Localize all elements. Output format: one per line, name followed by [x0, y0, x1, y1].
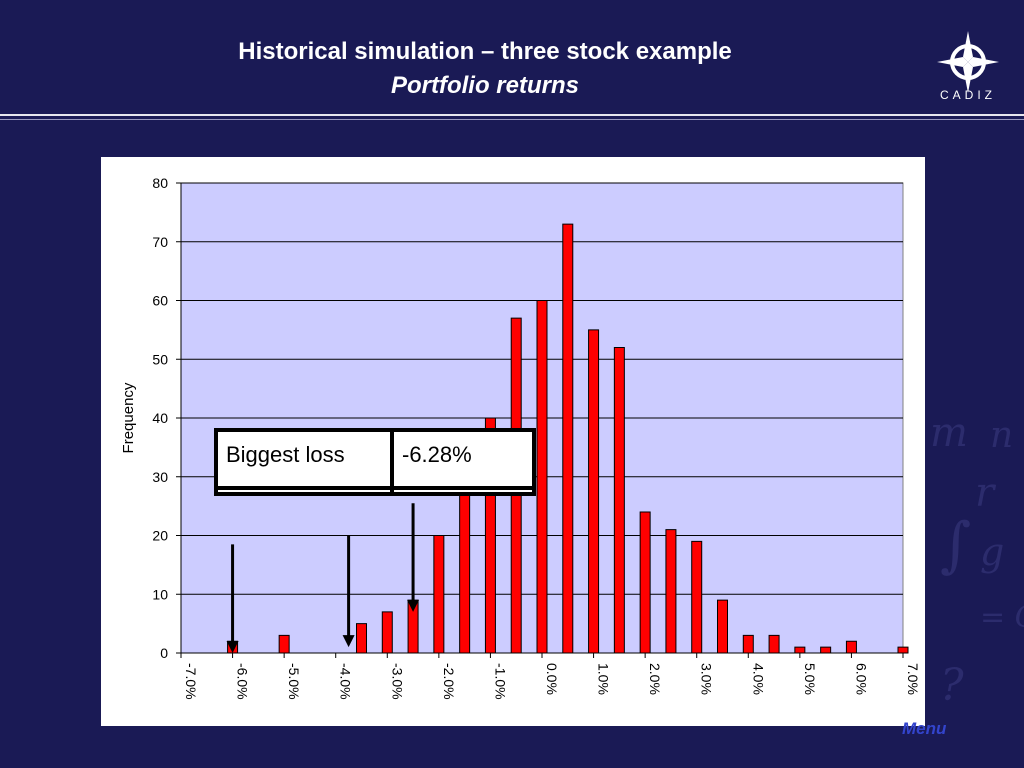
y-tick-label: 70: [152, 234, 168, 250]
histogram-bar: [820, 646, 832, 654]
y-tick-label: 0: [160, 645, 168, 661]
histogram-bar: [613, 347, 625, 654]
histogram-bar: [356, 623, 367, 654]
annotation-arrow: [342, 535, 355, 648]
histogram-bar: [845, 640, 857, 654]
x-tick-label: -3.0%: [389, 663, 405, 700]
cadiz-compass-logo-icon: [937, 31, 999, 93]
histogram-bar: [717, 599, 728, 654]
x-tick-label: 2.0%: [647, 663, 663, 695]
histogram-bar: [897, 646, 909, 654]
y-tick-label: 20: [152, 528, 168, 544]
x-tick-label: -6.0%: [235, 663, 251, 700]
y-tick-label: 60: [152, 293, 168, 309]
slide-title: Historical simulation – three stock exam…: [238, 38, 732, 65]
histogram-bar: [433, 535, 445, 654]
y-tick-label: 10: [152, 586, 168, 602]
x-tick-label: 3.0%: [699, 663, 715, 695]
biggest-loss-label: Biggest loss: [226, 442, 345, 467]
x-tick-label: 4.0%: [750, 663, 766, 695]
histogram-bar: [459, 476, 471, 654]
histogram-chart: 0 10 20 30 40 50 60 70 80 -7.0% -6.0% -5.0% -4.0% -3.…: [120, 175, 921, 700]
x-tick-label: 5.0%: [802, 663, 818, 695]
histogram-bar: [381, 611, 393, 654]
y-axis-label: Frequency: [120, 382, 137, 453]
biggest-loss-value: -6.28%: [402, 442, 472, 467]
annotation-arrow: [226, 544, 239, 653]
x-tick-label: 7.0%: [905, 663, 921, 695]
y-tick-label: 50: [152, 351, 168, 367]
y-tick-label: 30: [152, 469, 168, 485]
header-divider: [0, 114, 1024, 116]
x-tick-label: -7.0%: [183, 663, 199, 700]
histogram-bar: [742, 634, 754, 654]
histogram-bar: [794, 646, 806, 654]
histogram-bar: [536, 300, 548, 654]
histogram-bar: [665, 529, 677, 654]
y-tick-label: 40: [152, 410, 168, 426]
header-divider-thin: [0, 119, 1024, 120]
histogram-bar: [691, 540, 703, 654]
x-tick-label: -4.0%: [338, 663, 354, 700]
histogram-bar: [278, 634, 290, 654]
histogram-bar: [639, 511, 651, 654]
histogram-bar: [588, 329, 600, 654]
x-tick-label: 0.0%: [544, 663, 560, 695]
histogram-bar: [562, 223, 574, 654]
slide-subtitle: Portfolio returns: [390, 72, 579, 99]
biggest-loss-table: Biggest loss -6.28%: [214, 428, 536, 496]
logo-text: CADIZ: [940, 88, 996, 102]
x-tick-label: -2.0%: [441, 663, 457, 700]
x-tick-label: 6.0%: [853, 663, 869, 695]
x-tick-label: -1.0%: [492, 663, 508, 700]
x-tick-label: -5.0%: [286, 663, 302, 700]
histogram-bar: [768, 634, 780, 654]
menu-link[interactable]: Menu: [902, 719, 947, 738]
x-tick-label: 1.0%: [596, 663, 612, 695]
y-tick-label: 80: [152, 175, 168, 191]
slide-header: Historical simulation – three stock exam…: [0, 0, 1024, 118]
annotation-arrow: [407, 503, 420, 612]
